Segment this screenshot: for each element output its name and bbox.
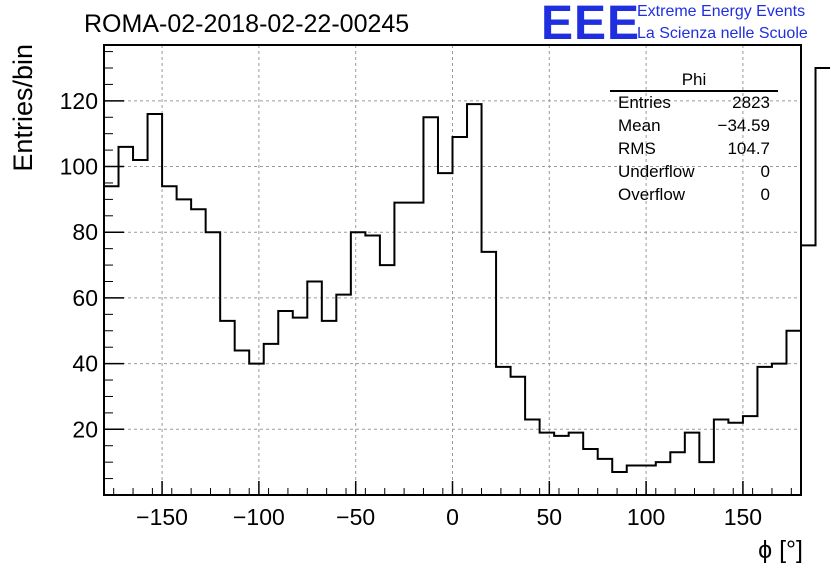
x-tick-label: −50: [336, 504, 375, 530]
stats-box-divider: [610, 90, 778, 92]
stat-row-rms: RMS 104.7: [618, 139, 770, 161]
x-tick-label: 50: [537, 504, 563, 530]
stat-label: Overflow: [618, 185, 686, 204]
stat-label: Entries: [618, 93, 671, 112]
y-axis-label: Entries/bin: [8, 44, 38, 172]
y-tick-label: 40: [72, 351, 98, 377]
stat-row-underflow: Underflow 0: [618, 162, 770, 184]
stat-row-mean: Mean −34.59: [618, 116, 770, 138]
y-tick-label: 120: [60, 88, 98, 114]
stat-label: Underflow: [618, 162, 695, 181]
y-tick-label: 100: [60, 154, 98, 180]
stat-value: −34.59: [717, 116, 770, 135]
stat-row-overflow: Overflow 0: [618, 185, 770, 207]
logo-line-1: Extreme Energy Events: [637, 3, 806, 20]
y-tick-label: 20: [72, 416, 98, 442]
stat-value: 0: [760, 162, 770, 181]
stats-box-name: Phi: [681, 70, 707, 89]
x-axis: −150 −100 −50 0 50 100 150: [113, 481, 792, 530]
y-axis: 20 40 60 80 100 120: [60, 51, 124, 480]
stat-row-entries: Entries 2823: [618, 93, 770, 115]
stat-value: 2823: [732, 93, 770, 112]
logo-line-2: La Scienza nelle Scuole: [637, 25, 808, 42]
x-tick-label: 100: [627, 504, 665, 530]
x-tick-label: 0: [446, 504, 459, 530]
stat-label: Mean: [618, 116, 661, 135]
stat-label: RMS: [618, 139, 656, 158]
y-tick-label: 60: [72, 285, 98, 311]
stat-value: 0: [760, 185, 770, 204]
histogram-series: [104, 66, 831, 474]
eee-logo: EEE: [541, 0, 641, 50]
x-tick-label: −150: [136, 504, 188, 530]
plot-title: ROMA-02-2018-02-22-00245: [84, 10, 410, 38]
x-axis-label: ϕ [°]: [758, 536, 803, 564]
x-tick-label: 150: [724, 504, 762, 530]
x-tick-label: −100: [233, 504, 285, 530]
stat-value: 104.7: [727, 139, 770, 158]
y-tick-label: 80: [72, 219, 98, 245]
